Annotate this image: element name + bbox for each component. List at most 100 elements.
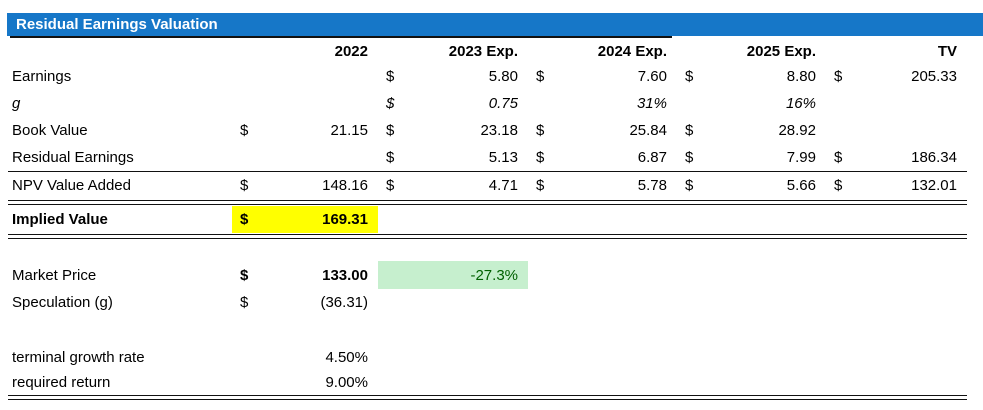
cell-book-value-2023[interactable]: $ 23.18 <box>378 117 528 144</box>
cell-book-value-2024[interactable]: $ 25.84 <box>528 117 677 144</box>
cell-npv-2022[interactable]: $ 148.16 <box>232 172 378 199</box>
header-blank <box>8 39 232 63</box>
cell-speculation-2023[interactable] <box>378 289 528 315</box>
blank-row <box>8 240 967 261</box>
row-label-terminal-growth-rate[interactable]: terminal growth rate <box>12 349 145 366</box>
valuation-table: 2022 2023 Exp. 2024 Exp. 2025 Exp. TV Ea… <box>8 39 967 401</box>
currency-symbol: $ <box>685 177 694 194</box>
row-implied-value: Implied Value $ 169.31 <box>8 206 967 233</box>
cell-market-2025[interactable] <box>677 261 826 289</box>
header-row: 2022 2023 Exp. 2024 Exp. 2025 Exp. TV <box>8 39 967 63</box>
cell-residual-2022[interactable] <box>232 144 378 171</box>
cell-value: 186.34 <box>911 149 957 166</box>
cell-value: 25.84 <box>629 122 667 139</box>
cell-value: (36.31) <box>320 293 368 311</box>
blank-row <box>8 315 967 345</box>
row-g: g $ 0.75 31% 16% <box>8 90 967 117</box>
cell-value: 9.00% <box>325 373 368 391</box>
currency-symbol: $ <box>834 177 843 194</box>
cell-value: 4.50% <box>325 349 368 366</box>
cell-g-2025[interactable]: 16% <box>677 90 826 117</box>
cell-earnings-tv[interactable]: $ 205.33 <box>826 63 967 90</box>
currency-symbol: $ <box>386 149 395 166</box>
currency-symbol: $ <box>240 211 249 228</box>
cell-value: 5.13 <box>488 149 518 166</box>
cell-value: 6.87 <box>637 149 667 166</box>
row-label-residual-earnings[interactable]: Residual Earnings <box>12 149 134 166</box>
cell-earnings-2024[interactable]: $ 7.60 <box>528 63 677 90</box>
currency-symbol: $ <box>536 122 545 139</box>
col-header-2022[interactable]: 2022 <box>334 42 368 60</box>
col-header-tv[interactable]: TV <box>937 42 957 60</box>
cell-speculation-2025[interactable] <box>677 289 826 315</box>
currency-symbol: $ <box>685 68 694 85</box>
cell-terminal-growth-rate-value[interactable]: 4.50% <box>232 345 378 370</box>
cell-speculation-2022[interactable]: $ (36.31) <box>232 289 378 315</box>
cell-g-2023[interactable]: $ 0.75 <box>378 90 528 117</box>
cell-g-tv[interactable] <box>826 90 967 117</box>
cell-npv-2023[interactable]: $ 4.71 <box>378 172 528 199</box>
cell-value: 205.33 <box>911 68 957 85</box>
col-header-2023[interactable]: 2023 Exp. <box>448 42 518 60</box>
cell-market-tv[interactable] <box>826 261 967 289</box>
row-label-g[interactable]: g <box>12 95 21 112</box>
cell-earnings-2025[interactable]: $ 8.80 <box>677 63 826 90</box>
row-required-return: required return 9.00% <box>8 370 967 394</box>
cell-book-value-2025[interactable]: $ 28.92 <box>677 117 826 144</box>
cell-value: -27.3% <box>470 266 518 284</box>
cell-value: 5.66 <box>786 177 816 194</box>
cell-earnings-2022[interactable] <box>232 63 378 90</box>
row-label-earnings[interactable]: Earnings <box>12 68 72 85</box>
cell-g-2022[interactable] <box>232 90 378 117</box>
row-label-required-return[interactable]: required return <box>12 373 111 391</box>
cell-implied-tv[interactable] <box>826 206 967 233</box>
cell-book-value-tv[interactable] <box>826 117 967 144</box>
double-divider <box>8 200 967 205</box>
cell-tgr-2025[interactable] <box>677 345 826 370</box>
cell-implied-value-highlighted[interactable]: $ 169.31 <box>232 206 378 233</box>
cell-residual-2025[interactable]: $ 7.99 <box>677 144 826 171</box>
cell-price-vs-value-delta[interactable]: -27.3% <box>378 261 528 289</box>
cell-rr-2024[interactable] <box>528 370 677 394</box>
cell-rr-2025[interactable] <box>677 370 826 394</box>
double-divider <box>8 234 967 239</box>
row-label-book-value[interactable]: Book Value <box>12 122 88 139</box>
cell-npv-2025[interactable]: $ 5.66 <box>677 172 826 199</box>
cell-implied-2024[interactable] <box>528 206 677 233</box>
currency-symbol: $ <box>240 266 249 284</box>
cell-residual-tv[interactable]: $ 186.34 <box>826 144 967 171</box>
cell-tgr-2023[interactable] <box>378 345 528 370</box>
col-header-2025[interactable]: 2025 Exp. <box>746 42 816 60</box>
cell-tgr-2024[interactable] <box>528 345 677 370</box>
currency-symbol: $ <box>536 149 545 166</box>
row-label-implied-value[interactable]: Implied Value <box>12 211 108 228</box>
cell-residual-2023[interactable]: $ 5.13 <box>378 144 528 171</box>
cell-rr-2023[interactable] <box>378 370 528 394</box>
cell-required-return-value[interactable]: 9.00% <box>232 370 378 394</box>
cell-speculation-2024[interactable] <box>528 289 677 315</box>
cell-speculation-tv[interactable] <box>826 289 967 315</box>
cell-residual-2024[interactable]: $ 6.87 <box>528 144 677 171</box>
row-label-speculation[interactable]: Speculation (g) <box>12 293 113 311</box>
cell-value: 5.80 <box>488 68 518 85</box>
cell-tgr-tv[interactable] <box>826 345 967 370</box>
cell-implied-2025[interactable] <box>677 206 826 233</box>
double-divider <box>8 395 967 400</box>
cell-npv-tv[interactable]: $ 132.01 <box>826 172 967 199</box>
title-underline <box>10 36 672 38</box>
currency-symbol: $ <box>536 68 545 85</box>
cell-value: 169.31 <box>322 211 368 228</box>
cell-market-2024[interactable] <box>528 261 677 289</box>
cell-implied-2023[interactable] <box>378 206 528 233</box>
cell-rr-tv[interactable] <box>826 370 967 394</box>
cell-npv-2024[interactable]: $ 5.78 <box>528 172 677 199</box>
cell-earnings-2023[interactable]: $ 5.80 <box>378 63 528 90</box>
cell-g-2024[interactable]: 31% <box>528 90 677 117</box>
row-label-market-price[interactable]: Market Price <box>12 266 97 284</box>
row-label-npv-value-added[interactable]: NPV Value Added <box>12 177 131 194</box>
cell-book-value-2022[interactable]: $ 21.15 <box>232 117 378 144</box>
col-header-2024[interactable]: 2024 Exp. <box>597 42 667 60</box>
cell-market-price-2022[interactable]: $ 133.00 <box>232 261 378 289</box>
cell-value: 28.92 <box>778 122 816 139</box>
currency-symbol: $ <box>386 177 395 194</box>
